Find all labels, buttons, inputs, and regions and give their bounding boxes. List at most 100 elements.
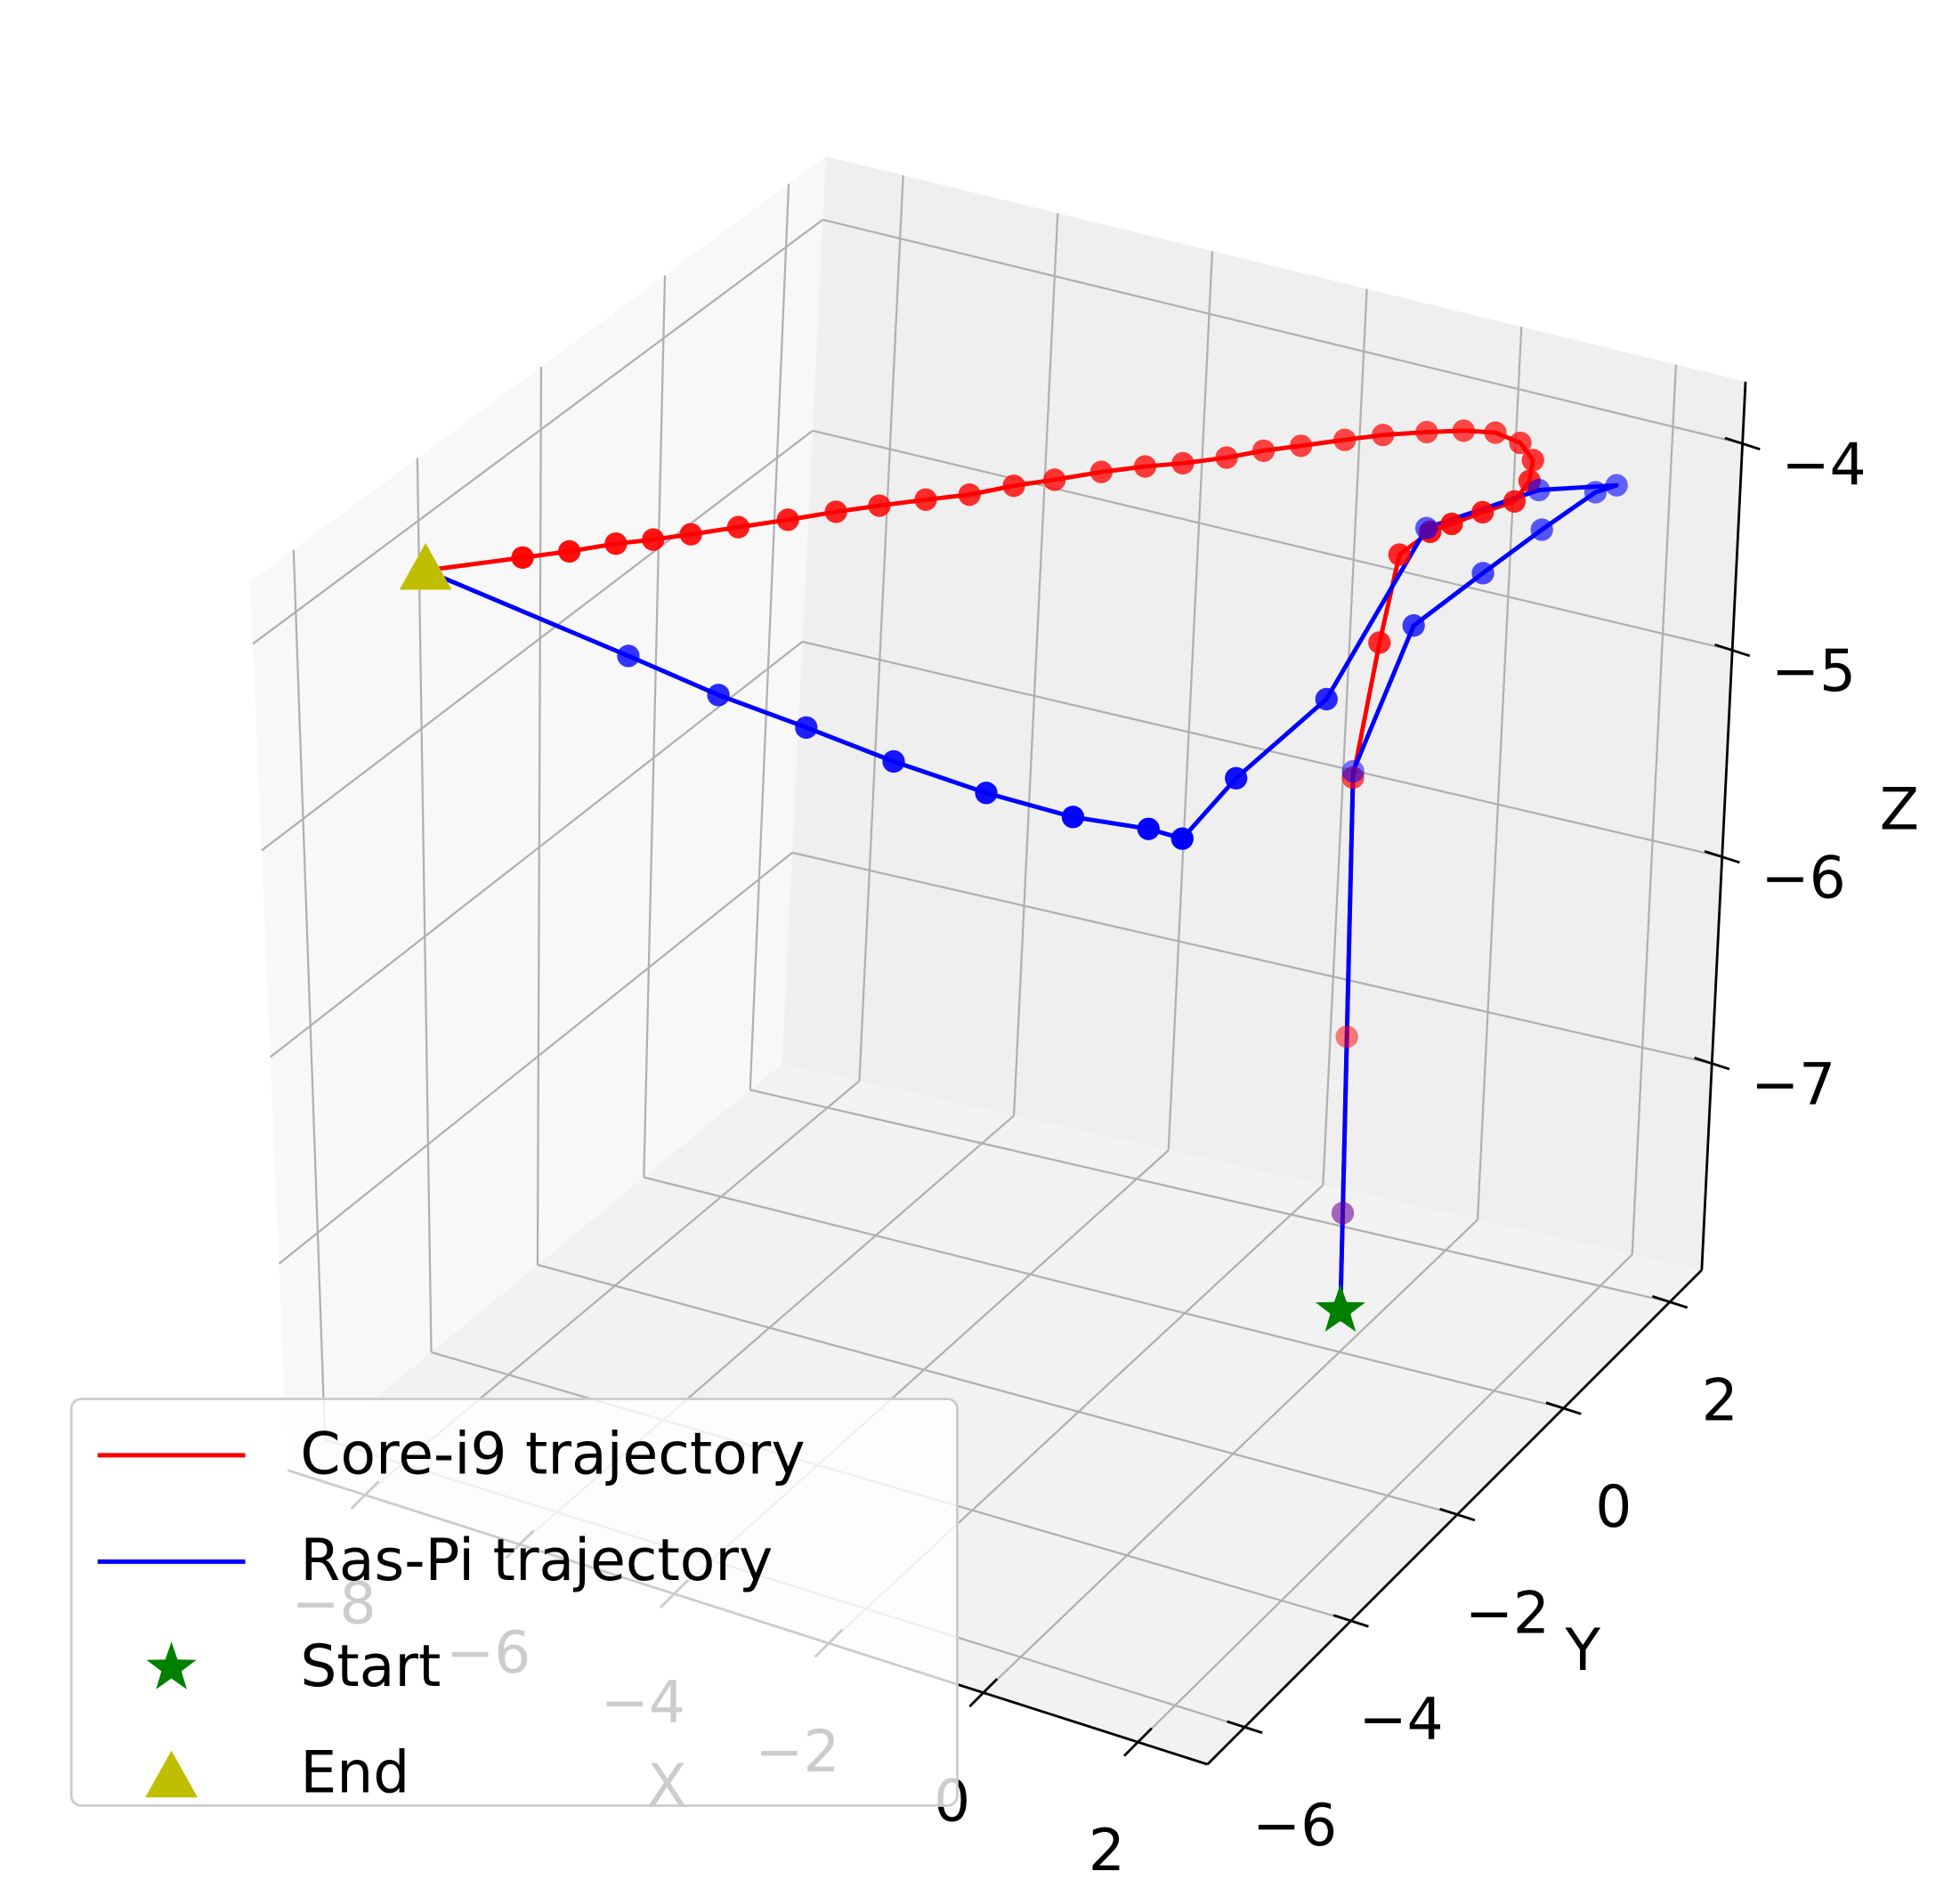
trajectory-marker [1521,449,1544,472]
floor-pane [288,1063,1702,1765]
tick-mark [1651,1295,1689,1309]
legend-label: Core-i9 trajectory [300,1421,805,1487]
grid-line [749,183,790,1090]
legend-box [69,1398,959,1807]
x-tick-label: 2 [1089,1818,1125,1884]
grid-line [982,1219,1478,1694]
grid-line [536,367,543,1265]
trajectory-marker [1509,431,1532,455]
legend-marker [146,1641,197,1689]
trajectory-marker [1251,439,1276,462]
y-tick-label: −2 [1465,1580,1550,1647]
trajectory-marker [1471,500,1494,524]
trajectory-marker [1089,460,1113,483]
star-marker [1315,1284,1365,1333]
grid-line [1137,1253,1633,1743]
trajectory-marker [679,523,702,546]
grid-line [858,174,904,1082]
trajectory-marker [1341,759,1365,783]
grid-line [416,458,433,1353]
trajectory-marker [1368,631,1391,654]
grid-line [261,429,814,852]
grid-line [537,1263,1458,1516]
y-axis-line [1206,1268,1703,1766]
trajectory-marker [1484,421,1507,444]
trajectory-marker [617,644,640,668]
z-tick-label: −4 [1781,432,1866,498]
triangle-marker [399,542,452,590]
tick-mark [1714,643,1751,658]
grid-line [252,218,824,645]
trajectory-marker [1061,806,1085,829]
trajectory-marker [726,515,750,539]
trajectory-marker [1315,687,1338,711]
trajectory-marker [975,782,998,805]
trajectory-marker [824,500,847,523]
trajectory-marker [1225,766,1248,790]
trajectory-marker [1605,474,1628,497]
y-axis-label: Y [1565,1617,1601,1684]
trajectory-marker [1331,1202,1355,1225]
left-pane [250,156,826,1471]
tick-mark [1724,436,1761,451]
tick-mark [1439,1507,1476,1522]
trajectory-marker [795,716,818,740]
grid-line [1631,364,1678,1255]
trajectory-marker [1002,474,1025,498]
trajectory-marker [1452,419,1475,442]
tick-mark [1332,1614,1369,1628]
trajectory-marker [1372,424,1395,447]
z-tick-label: −6 [1761,845,1845,911]
legend: Core-i9 trajectory Ras-Pi trajectory Start… [69,1398,959,1807]
y-tick-label: −4 [1358,1687,1443,1754]
trajectory-marker [1289,434,1313,458]
grid-line [791,851,1713,1065]
grid-line [292,549,327,1440]
grid-line [270,640,804,1058]
grid-line [644,1176,1564,1410]
trajectory-marker [558,539,581,563]
tick-mark [1122,1727,1153,1757]
grid-line [278,851,793,1265]
trajectory-marker [958,483,981,506]
trajectory-marker [1527,478,1551,502]
grid-line [822,218,1743,445]
trajectory-marker [1388,543,1411,566]
tick-mark [968,1678,999,1708]
trajectory-marker [868,494,891,517]
grid-line [749,1089,1671,1303]
z-tick-label: −7 [1751,1051,1835,1118]
tick-mark [1694,1057,1730,1071]
trajectory-marker [776,508,799,531]
tick-mark [1704,849,1740,864]
trajectory-marker [1530,518,1553,541]
trajectory-marker [1171,451,1195,475]
trajectory-marker [1335,1025,1358,1049]
legend-label: Ras-Pi trajectory [300,1527,773,1594]
z-axis-line [1700,381,1747,1270]
trajectory-marker [642,528,665,551]
trajectory-marker [1043,468,1066,491]
trajectory-marker [1133,455,1157,478]
trajectory-marker [1502,490,1527,513]
trajectory-marker [511,546,534,570]
trajectory-marker [1440,512,1463,536]
grid-line [1012,213,1059,1116]
trajectory-marker [1137,817,1160,840]
trajectory-marker [1215,446,1238,469]
legend-marker [145,1750,198,1798]
grid-line [802,640,1722,858]
y-tick-label: 0 [1595,1474,1632,1541]
trajectory-marker [882,749,905,774]
trajectory-marker [1170,827,1194,850]
grid-line [1167,250,1214,1151]
trajectory-marker [1414,516,1438,539]
z-tick-label: −5 [1771,638,1856,705]
grid-line [1476,327,1523,1220]
grid-line [643,275,667,1178]
trajectory-marker [1471,562,1494,585]
trajectory-marker [1331,1202,1355,1225]
